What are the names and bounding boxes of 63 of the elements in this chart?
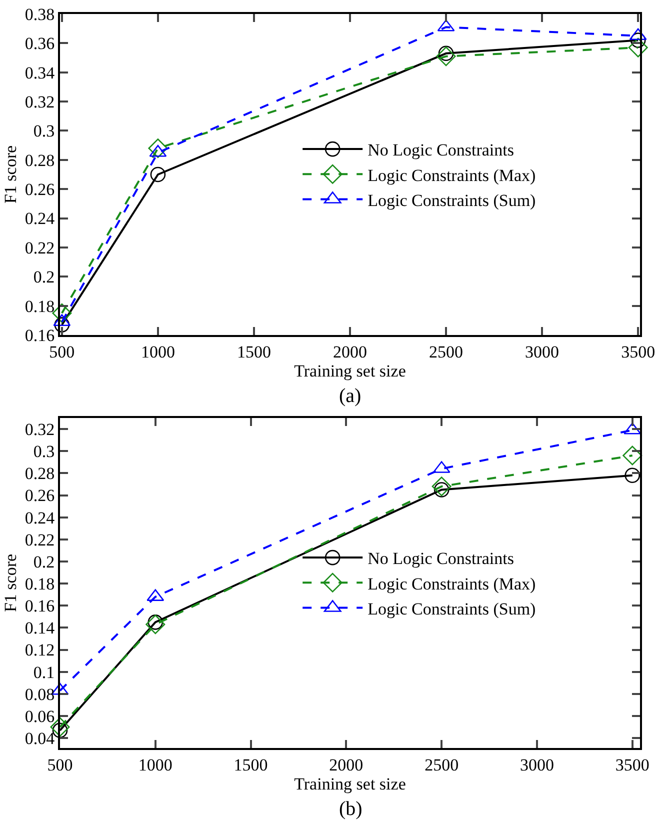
y-tick-label: 0.12	[24, 640, 55, 660]
y-tick-label: 0.28	[24, 150, 55, 170]
y-tick-label: 0.18	[24, 296, 55, 316]
y-tick-label: 0.22	[24, 238, 55, 258]
point	[432, 476, 452, 496]
y-tick-label: 0.3	[33, 122, 55, 141]
y-tick-label: 0.16	[24, 596, 55, 616]
y-axis-title: F1 score	[0, 145, 20, 204]
y-tick-label: 0.06	[24, 706, 55, 726]
legend-label: No Logic Constraints	[368, 140, 514, 160]
y-tick-label: 0.16	[24, 326, 55, 345]
legend-label: Logic Constraints (Max)	[368, 574, 536, 594]
x-tick-label: 3000	[525, 342, 560, 362]
x-tick-label: 500	[49, 342, 75, 362]
x-tick-label: 1000	[140, 342, 175, 362]
y-tick-label: 0.2	[33, 268, 55, 287]
x-tick-label: 2000	[333, 342, 367, 362]
legend-label: Logic Constraints (Max)	[368, 166, 536, 185]
x-axis-title: Training set size	[294, 361, 406, 380]
x-tick-label: 3500	[615, 755, 650, 774]
y-tick-label: 0.04	[24, 729, 56, 748]
x-tick-label: 1500	[236, 342, 271, 362]
y-tick-label: 0.22	[24, 530, 55, 550]
y-tick-label: 0.26	[24, 486, 55, 506]
y-tick-label: 0.1	[33, 662, 55, 682]
point	[52, 303, 72, 323]
x-tick-label: 3500	[621, 342, 656, 362]
y-tick-label: 0.32	[24, 420, 55, 439]
legend-label: No Logic Constraints	[368, 549, 514, 568]
text: (b)	[339, 798, 362, 820]
point	[628, 38, 648, 58]
y-tick-label: 0.3	[33, 442, 55, 462]
point	[624, 468, 640, 484]
y-tick-label: 0.34	[24, 63, 56, 82]
x-tick-label: 500	[47, 755, 73, 774]
y-tick-label: 0.36	[24, 34, 55, 54]
y-tick-label: 0.32	[24, 92, 55, 112]
y-tick-label: 0.38	[24, 4, 55, 24]
x-tick-label: 2500	[424, 755, 459, 774]
point	[622, 446, 642, 466]
x-tick-label: 2000	[329, 755, 364, 774]
y-tick-label: 0.24	[24, 508, 56, 528]
y-tick-label: 0.26	[24, 180, 55, 200]
x-tick-label: 1500	[234, 755, 268, 774]
point	[146, 614, 166, 634]
x-tick-label: 1000	[138, 755, 172, 774]
legend-label: Logic Constraints (Sum)	[368, 190, 536, 210]
legend-label: Logic Constraints (Sum)	[368, 599, 536, 618]
y-tick-label: 0.2	[33, 552, 55, 572]
text: (a)	[339, 385, 362, 407]
x-tick-label: 3000	[520, 755, 554, 774]
x-tick-label: 2500	[429, 342, 464, 362]
y-tick-label: 0.28	[24, 464, 55, 484]
y-axis-title: F1 score	[0, 554, 20, 612]
point	[54, 317, 70, 332]
y-tick-label: 0.24	[24, 209, 56, 228]
y-tick-label: 0.14	[24, 618, 56, 638]
x-axis-title: Training set size	[294, 774, 406, 794]
y-tick-label: 0.08	[24, 684, 55, 704]
point	[436, 46, 456, 66]
point	[150, 166, 166, 182]
y-tick-label: 0.18	[24, 574, 55, 594]
point	[148, 138, 168, 158]
